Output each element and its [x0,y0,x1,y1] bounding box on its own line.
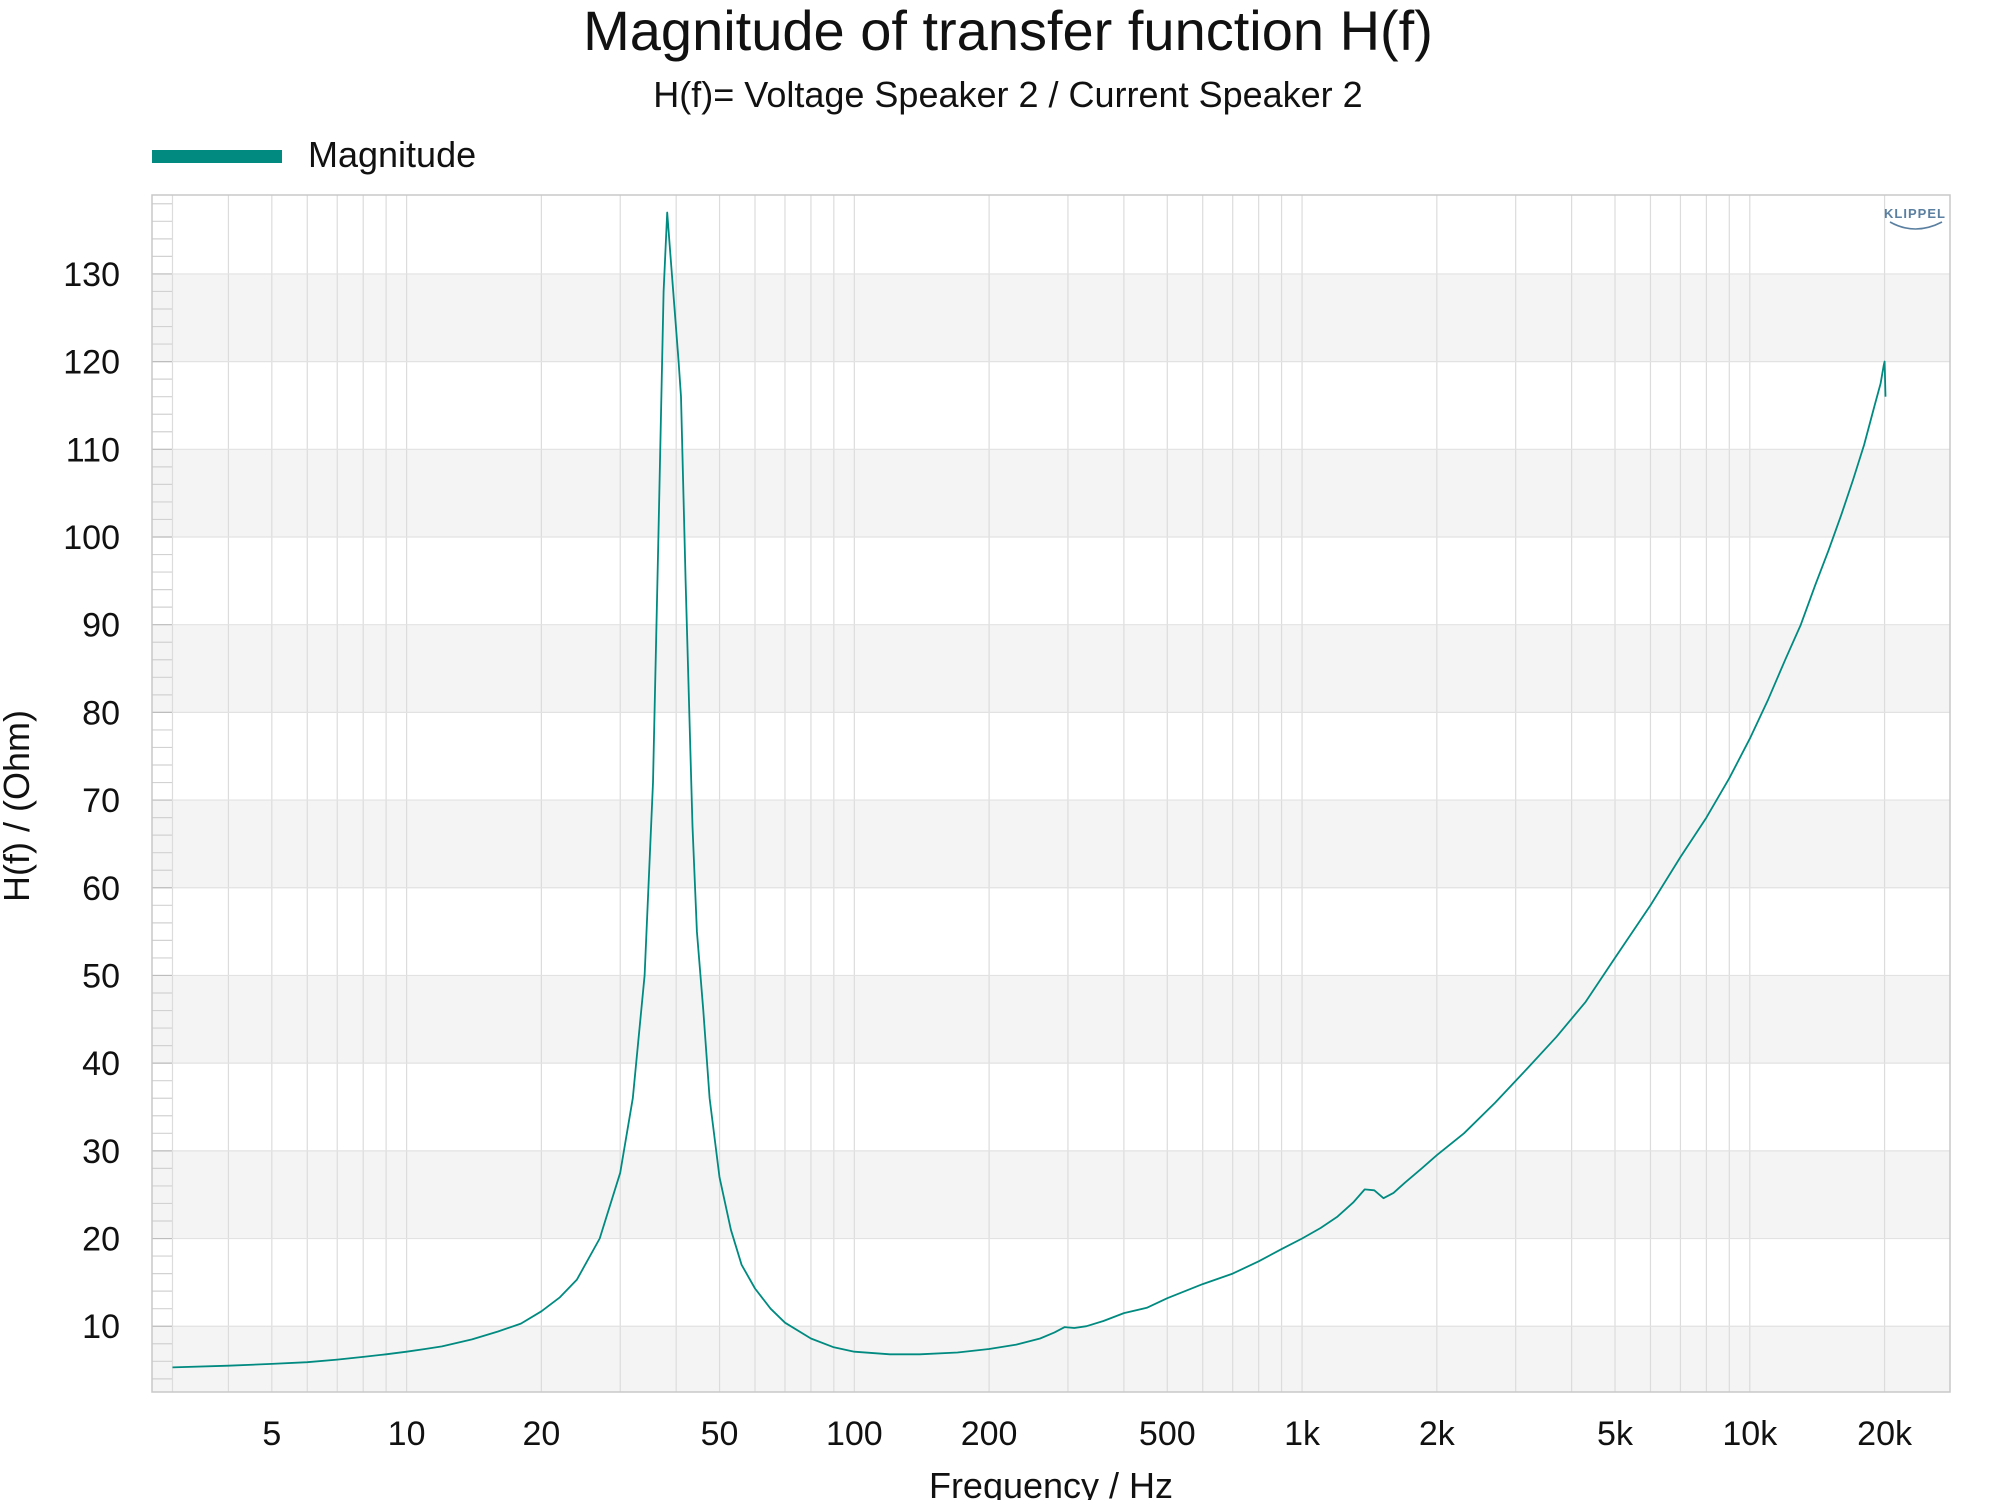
klippel-logo: KLIPPEL [1884,206,1946,230]
x-axis-label: Frequency / Hz [929,1465,1173,1500]
y-tick-label: 60 [82,870,120,908]
y-tick-label: 80 [82,694,120,732]
x-tick-label: 5k [1597,1415,1634,1453]
logo-swoosh-icon [1889,221,1943,230]
chart-title: Magnitude of transfer function H(f) [583,0,1433,62]
y-tick-label: 100 [63,519,120,557]
y-tick-label: 110 [66,431,120,469]
y-tick-label: 70 [82,782,120,820]
y-tick-label: 10 [82,1308,120,1346]
x-tick-label: 2k [1419,1415,1456,1453]
x-tick-label: 5 [262,1415,281,1453]
y-minor-ticks [152,203,172,1380]
x-tick-label: 200 [961,1415,1018,1453]
x-tick-label: 100 [826,1415,883,1453]
y-tick-label: 20 [82,1221,120,1259]
series-line-magnitude [172,211,1887,1369]
y-tick-label: 130 [63,256,120,294]
legend-swatch [152,150,282,163]
y-tick-label: 40 [82,1045,120,1083]
x-tick-label: 20k [1857,1415,1913,1453]
x-tick-label: 500 [1139,1415,1196,1453]
legend-label: Magnitude [308,134,476,175]
x-tick-label: 20 [522,1415,560,1453]
y-tick-label: 120 [63,344,120,382]
x-tick-label: 10k [1722,1415,1778,1453]
y-tick-label: 50 [82,957,120,995]
x-gridlines [171,195,1886,1392]
legend: Magnitude [152,134,476,175]
y-tick-labels: 10 20 30 40 50 60 70 80 90 100 110 120 130 [63,256,120,1346]
chart-subtitle: H(f)= Voltage Speaker 2 / Current Speake… [653,74,1362,115]
x-tick-labels: 5 10 20 50 100 200 500 1k 2k 5k 10k 20k [262,1415,1913,1453]
x-tick-label: 10 [388,1415,426,1453]
y-axis-label: H(f) / (Ohm) [0,710,37,902]
y-tick-label: 90 [82,607,120,645]
x-tick-label: 1k [1284,1415,1321,1453]
series-layer [172,211,1887,1369]
y-gridlines [152,273,1950,1327]
plot-frame [151,194,1951,1393]
svg-text:KLIPPEL: KLIPPEL [1884,206,1946,221]
x-tick-label: 50 [701,1415,739,1453]
y-tick-label: 30 [82,1133,120,1171]
